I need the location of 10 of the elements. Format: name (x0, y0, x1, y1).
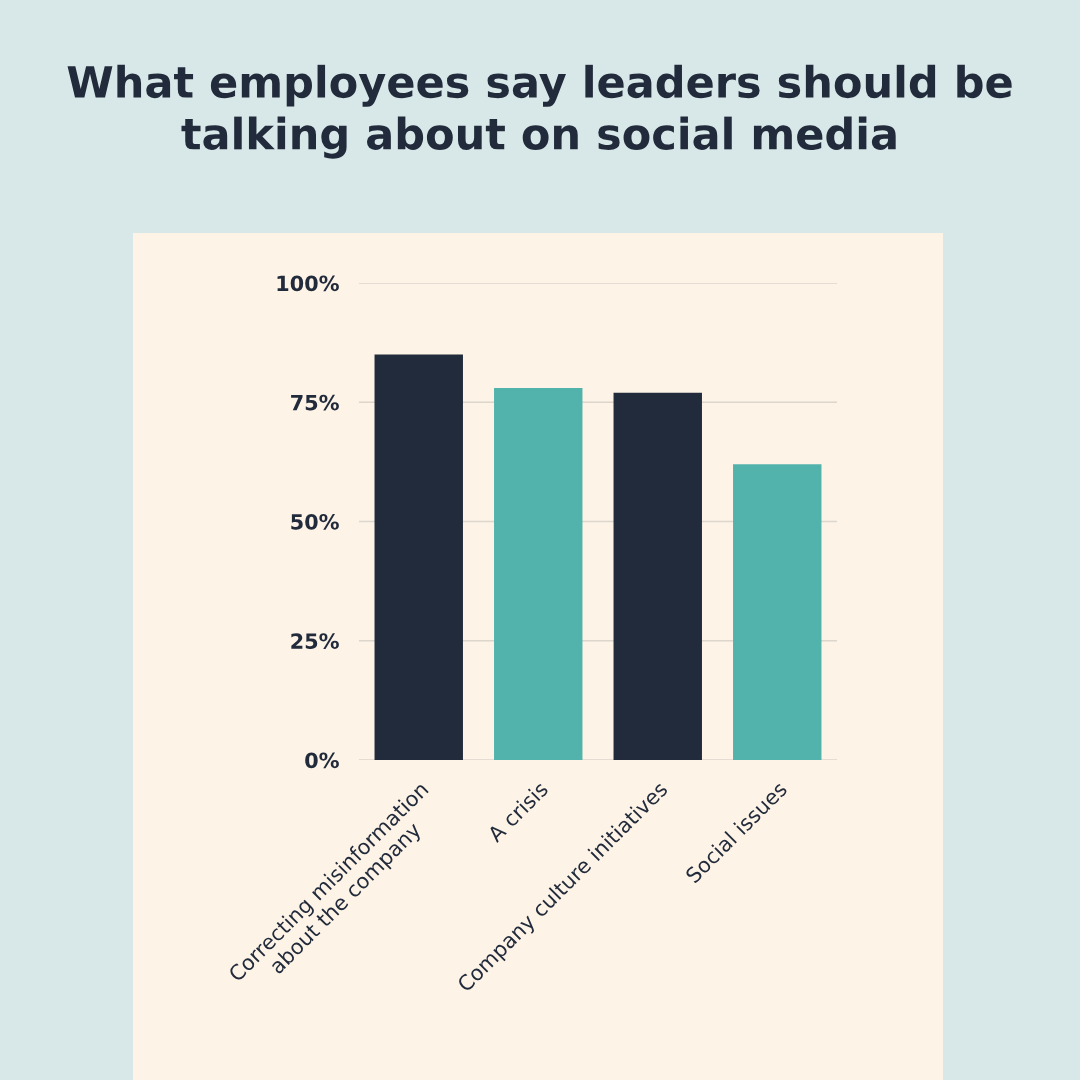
bar (733, 464, 822, 760)
y-tick-label: 25% (291, 633, 339, 649)
bar (374, 354, 463, 760)
y-tick-label: 75% (291, 394, 339, 411)
bar (494, 387, 583, 760)
chart-title: What employees say leaders should be talking about on social media (67, 64, 1012, 159)
y-tick-label: 0% (305, 752, 339, 769)
bar (613, 392, 702, 760)
y-tick-label: 50% (291, 513, 339, 530)
y-tick-label: 100% (277, 275, 339, 292)
